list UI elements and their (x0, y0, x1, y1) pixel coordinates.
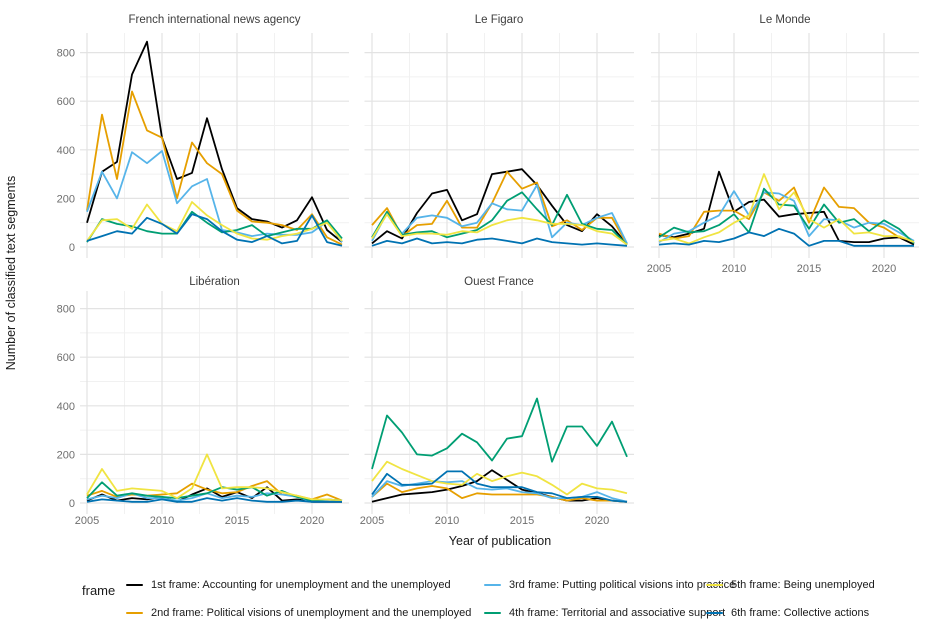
y-tick-label: 600 (57, 352, 75, 364)
line-series-6 (371, 237, 628, 247)
legend-line-swatch-yellow (706, 583, 723, 587)
legend-entry-frame-1: 1st frame: Accounting for unemployment a… (126, 574, 484, 596)
legend-entry-frame-3: 3rd frame: Putting political visions int… (484, 574, 735, 596)
legend-label: 6th frame: Collective actions (731, 607, 870, 619)
x-tick-label: 2005 (360, 515, 384, 527)
y-tick-label: 800 (57, 304, 75, 316)
y-tick-label: 200 (57, 193, 75, 205)
y-tick-label: 600 (57, 96, 75, 108)
x-tick-label: 2020 (300, 515, 324, 527)
facet-title-afp: French international news agency (128, 14, 301, 26)
line-series-1 (371, 469, 628, 503)
line-series-4 (371, 191, 628, 246)
legend-line-swatch-black (126, 583, 143, 587)
y-tick-label: 400 (57, 401, 75, 413)
line-series-4 (371, 397, 628, 470)
line-series-5 (658, 173, 915, 245)
legend-label: 3rd frame: Putting political visions int… (509, 579, 736, 591)
facet-title-le-monde: Le Monde (759, 14, 811, 26)
x-tick-label: 2020 (585, 515, 609, 527)
x-tick-label: 2015 (225, 515, 249, 527)
legend-label: 2nd frame: Political visions of unemploy… (151, 607, 472, 619)
legend-entries: 1st frame: Accounting for unemployment a… (126, 574, 875, 624)
line-series-5 (371, 460, 628, 496)
facet-panel (364, 33, 634, 258)
x-tick-label: 2020 (872, 263, 896, 275)
legend-line-swatch-lightblue (484, 583, 501, 587)
line-series-1 (86, 486, 342, 503)
line-series-6 (86, 497, 342, 503)
x-tick-label: 2010 (722, 263, 746, 275)
x-tick-label: 2015 (510, 515, 534, 527)
y-tick-label: 0 (69, 498, 75, 510)
facet-panel: 0 200 400 600 800 2005 2010 2015 2020 (57, 291, 349, 527)
legend-label: 5th frame: Being unemployed (731, 579, 875, 591)
line-series-2 (371, 170, 628, 246)
legend: frame 1st frame: Accounting for unemploy… (0, 570, 940, 630)
legend-entry-frame-2: 2nd frame: Political visions of unemploy… (126, 602, 484, 624)
legend-line-swatch-orange (126, 611, 143, 615)
y-tick-label: 0 (69, 242, 75, 254)
y-tick-label: 200 (57, 449, 75, 461)
x-tick-label: 2005 (75, 515, 99, 527)
line-series-4 (86, 210, 343, 243)
facet-panel: 2005 2010 2015 2020 (647, 33, 919, 275)
line-series-1 (86, 40, 343, 243)
legend-entry-frame-4: 4th frame: Territorial and associative s… (484, 602, 725, 624)
line-series-5 (371, 213, 628, 246)
line-series-6 (86, 213, 343, 247)
x-tick-label: 2015 (797, 263, 821, 275)
facet-title-le-figaro: Le Figaro (474, 14, 524, 26)
line-series-2 (658, 186, 915, 242)
y-tick-label: 800 (57, 48, 75, 60)
facet-title-liberation: Libération (189, 276, 240, 288)
facet-title-ouest-france: Ouest France (464, 276, 534, 288)
x-axis-title: Year of publication (448, 534, 552, 548)
legend-line-swatch-green (484, 611, 501, 615)
legend-line-swatch-darkblue (706, 611, 723, 615)
legend-title: frame (82, 583, 116, 598)
x-tick-label: 2010 (435, 515, 459, 527)
facet-panel: 0 200 400 600 800 (57, 33, 349, 258)
y-axis-title-text: Number of classified text segments (4, 175, 18, 371)
line-series-6 (658, 227, 914, 247)
line-series-6 (371, 470, 628, 503)
line-series-2 (86, 90, 343, 246)
y-tick-label: 400 (57, 145, 75, 157)
legend-entry-frame-5: 5th frame: Being unemployed (706, 574, 875, 596)
facet-panel: 2005 2010 2015 2020 (360, 291, 634, 527)
line-series-5 (86, 201, 343, 242)
line-series-2 (371, 482, 628, 503)
legend-entry-frame-6: 6th frame: Collective actions (706, 602, 875, 624)
line-series-5 (86, 453, 343, 502)
legend-label: 4th frame: Territorial and associative s… (509, 607, 726, 619)
line-series-3 (658, 190, 915, 243)
line-series-4 (658, 187, 915, 245)
line-series-1 (658, 170, 915, 246)
x-tick-label: 2005 (647, 263, 671, 275)
x-tick-label: 2010 (150, 515, 174, 527)
line-series-4 (86, 481, 343, 502)
line-series-3 (86, 150, 343, 243)
legend-label: 1st frame: Accounting for unemployment a… (151, 579, 451, 591)
